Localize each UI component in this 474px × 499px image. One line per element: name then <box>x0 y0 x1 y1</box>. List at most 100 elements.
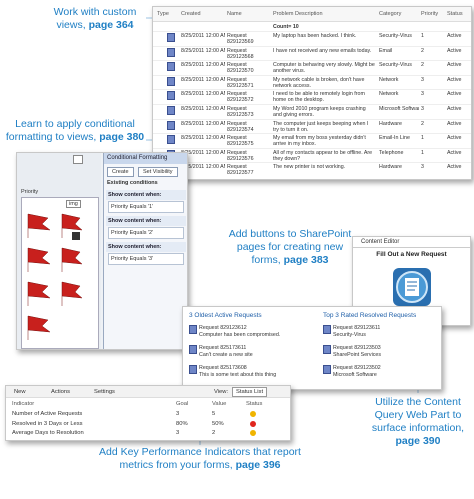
callout-text: Utilize the Content Query Web Part to su… <box>371 396 465 434</box>
condition: Show content when: Priority Equals '1' <box>106 190 186 214</box>
item-link[interactable]: Request 829123611 <box>333 325 381 331</box>
indicator-link[interactable]: Resolved in 3 Days or Less <box>12 420 83 427</box>
cell: 8/25/2011 12:00 AM <box>181 135 225 142</box>
doc-icon <box>167 47 175 57</box>
kpi-cell: 3 <box>176 430 180 436</box>
section-title: Existing conditions <box>107 180 158 186</box>
doc-icon <box>167 33 175 42</box>
request-icon[interactable] <box>392 267 432 307</box>
cell: 1 <box>421 135 424 142</box>
cell: Hardware <box>379 120 402 127</box>
content-query: 3 Oldest Active Requests Top 3 Rated Res… <box>182 306 442 390</box>
cell: 8/25/2011 12:00 AM <box>181 47 225 54</box>
item-link[interactable]: Request 825173608 <box>199 365 247 371</box>
request-link[interactable]: Request 829123572 <box>227 91 254 104</box>
item-link[interactable]: Request 829123503 <box>333 345 381 351</box>
form-canvas: Priority img <box>17 153 101 349</box>
item-link[interactable]: Request 829123502 <box>333 365 381 371</box>
row-separator <box>153 118 471 120</box>
cell: Active <box>447 91 462 98</box>
indicator-link[interactable]: Average Days to Resolution <box>12 430 84 436</box>
kpi-list: New Actions Settings View: Status List I… <box>5 385 291 441</box>
item-detail: Microsoft Software <box>333 372 377 378</box>
doc-icon <box>167 135 175 145</box>
cell: 8/25/2011 12:00 AM <box>181 120 225 127</box>
cell: Microsoft Software <box>379 106 419 112</box>
item-detail: Computer has been compromised. <box>199 332 281 338</box>
indicator-link[interactable]: Number of Active Requests <box>12 411 83 417</box>
row-separator <box>153 31 471 32</box>
row-separator <box>153 45 471 47</box>
request-link[interactable]: Request 829123571 <box>227 76 254 89</box>
item-link[interactable]: Request 825173611 <box>199 345 247 351</box>
request-link[interactable]: Request 829123569 <box>227 33 254 45</box>
cell: The new printer is not working. <box>273 164 346 171</box>
item-link[interactable]: Request 829123612 <box>199 325 247 331</box>
cell: I need to be able to remotely login from… <box>273 91 365 104</box>
flags <box>27 213 83 340</box>
toolbar-button[interactable]: New <box>14 389 26 395</box>
column-header: Problem Description <box>273 11 323 17</box>
status-icon <box>250 411 256 417</box>
request-link[interactable]: Request 829123576 <box>227 149 254 162</box>
cell: 8/25/2011 12:00 AM <box>181 33 225 39</box>
request-link[interactable]: Request 829123573 <box>227 106 254 118</box>
view-select[interactable]: Status List <box>232 387 268 397</box>
item-detail: SharePoint Services <box>333 352 381 358</box>
callout-page: page 380 <box>99 131 145 143</box>
callout: Learn to apply conditional formatting to… <box>2 118 148 144</box>
condition: Show content when: Priority Equals '2' <box>106 216 186 240</box>
toolbar <box>6 386 290 398</box>
cell: My email from my boss yesterday didn't a… <box>273 135 366 148</box>
button[interactable]: Create <box>107 167 134 177</box>
cell: 2 <box>421 62 424 69</box>
row-separator <box>153 133 471 135</box>
cell: My Word 2010 program keeps crashing and … <box>273 106 366 118</box>
callout-text: Learn to apply conditional formatting to… <box>5 118 135 143</box>
item-icon <box>323 365 331 374</box>
doc-icon <box>167 106 175 115</box>
callout-text: Work with custom views, <box>53 6 137 31</box>
request-link[interactable]: Request 829123575 <box>227 135 254 148</box>
cell: My laptop has been hacked. I think. <box>273 33 357 39</box>
cell: The computer just keeps beeping when I t… <box>273 120 369 133</box>
item-detail: Security-Virus <box>333 332 366 338</box>
column-header: Name <box>227 11 242 17</box>
field-label: Priority <box>21 189 39 195</box>
cell: 3 <box>421 106 424 112</box>
cell: Active <box>447 62 462 69</box>
column-header: Category <box>379 11 402 17</box>
request-link[interactable]: Request 829123570 <box>227 62 254 75</box>
request-link[interactable]: Request 829123568 <box>227 47 254 60</box>
column-header: Priority <box>421 11 439 17</box>
cell: 8/25/2011 12:00 AM <box>181 106 225 112</box>
list-view: Count= 10 Type Created Name Problem Descrip… <box>152 6 472 180</box>
cell: 8/25/2011 12:00 AM <box>181 91 225 98</box>
doc-icon <box>167 91 175 101</box>
toolbar-button[interactable]: Actions <box>51 389 71 395</box>
status-icon <box>250 430 256 436</box>
cell: Active <box>447 76 462 83</box>
image-label: img <box>66 200 81 208</box>
cell: 3 <box>421 76 424 83</box>
toolbar-button[interactable]: Settings <box>94 389 115 395</box>
condition-title: Show content when: <box>106 190 186 200</box>
cell: Active <box>447 120 462 127</box>
cell: Security-Virus <box>379 62 412 69</box>
callout: Work with custom views, page 364 <box>40 6 150 32</box>
request-link[interactable]: Request 829123577 <box>227 164 254 177</box>
repeating-table: img <box>21 197 99 349</box>
item-detail: This is some text about this thing <box>199 372 277 378</box>
row-separator <box>153 60 471 62</box>
condition-title: Show content when: <box>106 216 186 226</box>
kpi-cell: 2 <box>212 430 216 436</box>
request-link[interactable]: Request 829123574 <box>227 120 254 133</box>
conditional-formatting: Priority img Conditi <box>16 152 188 350</box>
cell: 8/25/2011 12:00 AM <box>181 76 225 83</box>
column-header: Indicator <box>12 401 35 407</box>
cell: 2 <box>421 47 424 54</box>
column-header: Created <box>181 11 201 17</box>
doc-icon <box>167 62 175 72</box>
button[interactable]: Set Visibility <box>138 167 178 177</box>
cell: Network <box>379 91 399 98</box>
